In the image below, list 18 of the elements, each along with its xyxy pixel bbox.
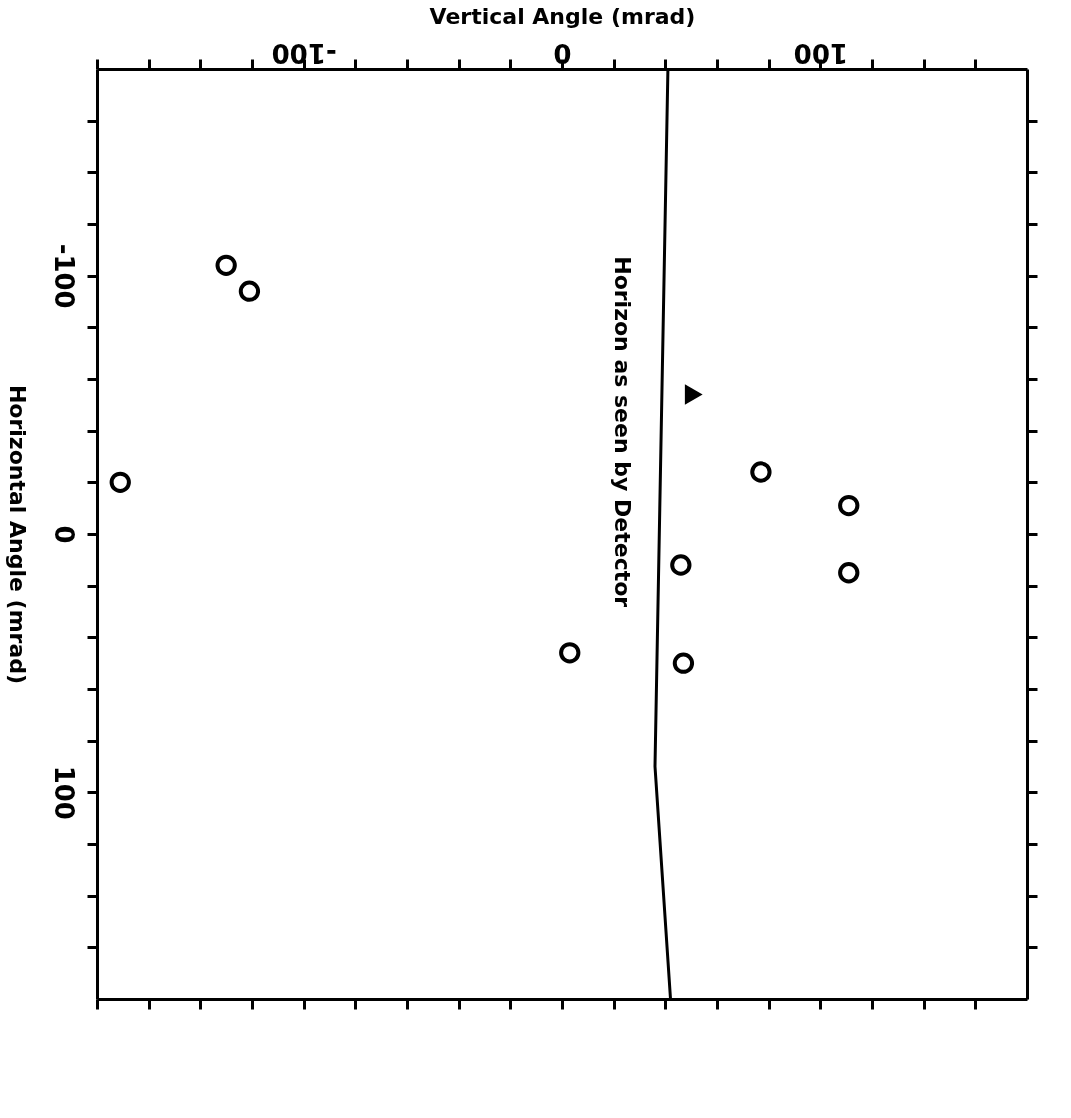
- x-axis-title: Vertical Angle (mrad): [429, 3, 696, 29]
- annotation: Horizon as seen by Detector: [610, 256, 636, 608]
- y-tick-label: 100: [48, 765, 79, 820]
- point: [238, 280, 261, 302]
- point: [750, 461, 772, 483]
- x-tick-label: 100: [793, 37, 848, 68]
- point: [838, 562, 860, 584]
- point: [838, 494, 860, 517]
- y-axis-title: Horizontal Angle (mrad): [4, 384, 30, 685]
- point: [215, 254, 237, 276]
- point: [672, 652, 695, 674]
- point: [559, 642, 581, 664]
- point: [670, 554, 692, 576]
- point: [109, 471, 131, 493]
- y-tick-label: 0: [48, 525, 79, 544]
- y-tick-label: -100: [48, 243, 79, 309]
- point: [684, 384, 703, 405]
- x-tick-label: -100: [271, 37, 337, 68]
